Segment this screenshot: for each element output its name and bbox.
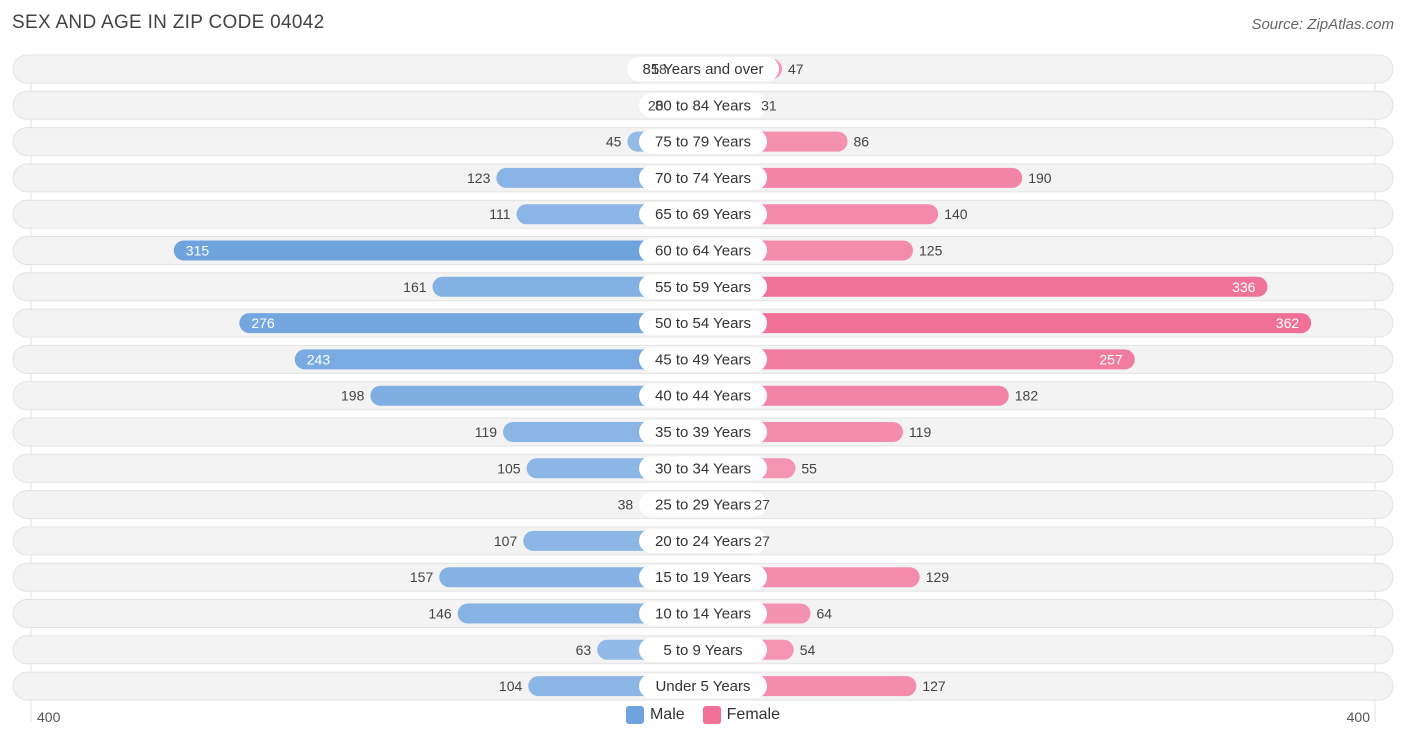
value-label-male: 104 xyxy=(499,678,523,694)
bar-female xyxy=(703,385,1009,406)
bar-male xyxy=(432,276,703,297)
category-pill xyxy=(639,311,767,336)
category-label: 35 to 39 Years xyxy=(655,424,751,441)
value-label-male: 243 xyxy=(307,351,331,367)
value-label-male: 146 xyxy=(428,606,452,622)
bar-male xyxy=(173,240,704,261)
value-label-female: 127 xyxy=(922,678,946,694)
category-pill xyxy=(639,528,767,553)
category-pill xyxy=(639,202,767,227)
bar-male xyxy=(239,313,703,334)
value-label-male: 105 xyxy=(497,460,521,476)
category-label: 50 to 54 Years xyxy=(655,315,751,332)
category-pill xyxy=(639,637,767,662)
value-label-female: 55 xyxy=(801,460,817,476)
category-pill xyxy=(639,601,767,626)
chart-title: SEX AND AGE IN ZIP CODE 04042 xyxy=(12,12,325,33)
legend-item-female: Female xyxy=(702,706,781,724)
category-pill xyxy=(639,347,767,372)
bar-male xyxy=(439,567,703,588)
value-label-female: 182 xyxy=(1015,388,1039,404)
category-pill xyxy=(639,456,767,481)
legend-label-female: Female xyxy=(726,706,781,723)
value-label-female: 257 xyxy=(1099,351,1123,367)
value-label-male: 20 xyxy=(648,97,664,113)
bar-male xyxy=(370,385,703,406)
category-label: 80 to 84 Years xyxy=(655,97,751,114)
value-label-female: 140 xyxy=(944,206,968,222)
category-label: 10 to 14 Years xyxy=(655,606,751,623)
bar-female xyxy=(703,276,1268,297)
bar-female xyxy=(703,167,1023,188)
category-label: 85 Years and over xyxy=(643,61,764,78)
bar-male xyxy=(294,349,703,370)
value-label-female: 119 xyxy=(909,424,932,440)
axis-tick-right: 400 xyxy=(1347,709,1371,725)
value-label-female: 125 xyxy=(919,243,943,259)
value-label-male: 63 xyxy=(576,642,592,658)
legend-swatch-female xyxy=(702,706,721,724)
value-label-male: 161 xyxy=(403,279,427,295)
category-label: 75 to 79 Years xyxy=(655,134,751,151)
category-label: Under 5 Years xyxy=(655,678,750,695)
value-label-female: 64 xyxy=(817,606,833,622)
value-label-female: 27 xyxy=(754,497,770,513)
value-label-male: 18 xyxy=(651,61,667,77)
legend-item-male: Male xyxy=(625,706,685,724)
category-label: 25 to 29 Years xyxy=(655,497,751,514)
category-pill xyxy=(639,129,767,154)
category-pill xyxy=(639,165,767,190)
category-pill xyxy=(639,565,767,590)
category-label: 20 to 24 Years xyxy=(655,533,751,550)
category-pill xyxy=(639,274,767,299)
value-label-male: 119 xyxy=(475,424,498,440)
value-label-female: 27 xyxy=(754,533,770,549)
value-label-male: 157 xyxy=(410,569,434,585)
source-label: Source: ZipAtlas.com xyxy=(1251,16,1394,33)
value-label-male: 276 xyxy=(251,315,275,331)
category-pill xyxy=(639,383,767,408)
value-label-male: 111 xyxy=(489,206,510,222)
category-label: 15 to 19 Years xyxy=(655,569,751,586)
category-label: 65 to 69 Years xyxy=(655,206,751,223)
category-label: 70 to 74 Years xyxy=(655,170,751,187)
bar-female xyxy=(703,349,1135,370)
legend-swatch-male xyxy=(625,706,644,724)
category-pill xyxy=(639,674,767,699)
value-label-female: 190 xyxy=(1028,170,1052,186)
value-label-female: 47 xyxy=(788,61,804,77)
value-label-female: 129 xyxy=(926,569,950,585)
value-label-male: 38 xyxy=(618,497,634,513)
value-label-male: 315 xyxy=(186,243,210,259)
value-label-male: 107 xyxy=(494,533,518,549)
value-label-male: 123 xyxy=(467,170,491,186)
category-pill xyxy=(639,93,767,118)
category-pill xyxy=(639,238,767,263)
value-label-female: 31 xyxy=(761,97,777,113)
category-label: 30 to 34 Years xyxy=(655,460,751,477)
value-label-female: 54 xyxy=(800,642,816,658)
category-pill xyxy=(639,492,767,517)
category-label: 55 to 59 Years xyxy=(655,279,751,296)
axis-tick-left: 400 xyxy=(37,709,61,725)
value-label-female: 86 xyxy=(853,134,869,150)
value-label-male: 198 xyxy=(341,388,365,404)
category-label: 60 to 64 Years xyxy=(655,243,751,260)
category-label: 45 to 49 Years xyxy=(655,351,751,368)
legend-label-male: Male xyxy=(649,706,685,723)
bar-female xyxy=(703,313,1312,334)
value-label-female: 362 xyxy=(1276,315,1300,331)
category-label: 40 to 44 Years xyxy=(655,388,751,405)
legend: Male Female xyxy=(0,706,1406,724)
value-label-male: 45 xyxy=(606,134,622,150)
category-pill xyxy=(639,420,767,444)
category-label: 5 to 9 Years xyxy=(663,642,742,659)
category-pill xyxy=(627,57,779,81)
value-label-female: 336 xyxy=(1232,279,1256,295)
